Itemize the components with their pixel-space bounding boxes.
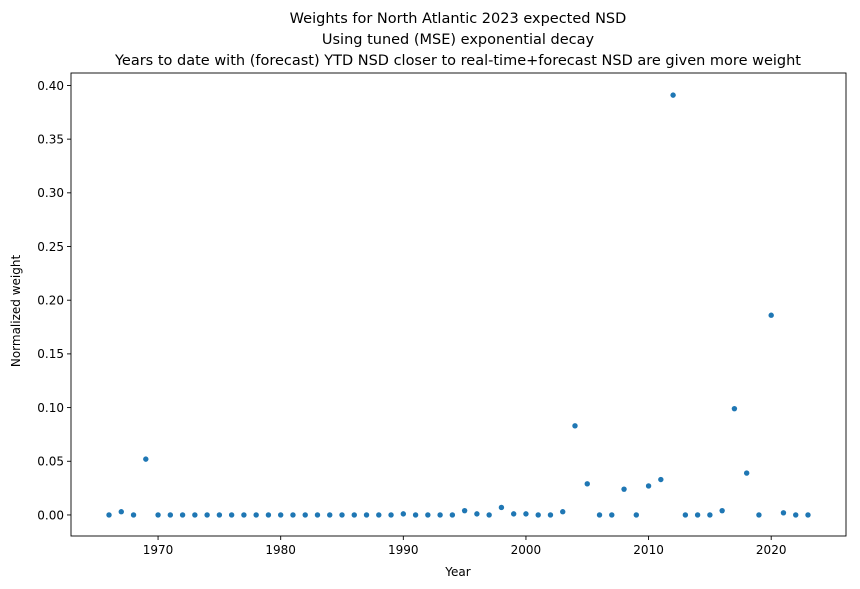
data-point (596, 512, 603, 518)
data-point (719, 507, 725, 514)
data-point (780, 510, 787, 516)
x-tick-label: 1990 (388, 543, 419, 557)
plot-frame (70, 72, 847, 537)
plot-area (70, 72, 847, 537)
y-tick-label: 0.20 (37, 294, 64, 308)
data-point (743, 470, 750, 476)
data-point (388, 512, 394, 518)
data-point (376, 512, 382, 518)
data-point (437, 512, 443, 518)
data-point (143, 456, 149, 462)
data-point (547, 512, 554, 518)
data-point (621, 486, 627, 492)
data-point (400, 511, 407, 517)
chart-subtitle-line-2: Years to date with (forecast) YTD NSD cl… (114, 53, 801, 69)
x-tick-label: 2000 (511, 543, 542, 557)
y-tick-label: 0.15 (37, 347, 64, 361)
y-tick-label: 0.40 (37, 79, 64, 93)
data-point (670, 92, 676, 98)
y-tick-label: 0.25 (37, 240, 64, 254)
data-point (290, 512, 296, 518)
data-point (805, 512, 811, 518)
y-tick-label: 0.10 (37, 401, 64, 415)
chart-title: Weights for North Atlantic 2023 expected… (290, 11, 627, 27)
y-tick-label: 0.30 (37, 186, 64, 200)
data-point (253, 512, 259, 518)
data-point (327, 512, 333, 518)
data-point (363, 512, 370, 518)
data-point (658, 476, 664, 483)
data-point (179, 512, 186, 518)
data-point (167, 512, 174, 518)
x-tick-label: 1980 (265, 543, 296, 557)
y-tick-label: 0.00 (37, 508, 64, 522)
data-point (302, 512, 308, 518)
data-point (204, 512, 210, 518)
data-point (572, 423, 578, 429)
data-point (731, 405, 738, 412)
data-point (498, 504, 505, 511)
data-point (793, 512, 799, 518)
chart-subtitle-line-1: Using tuned (MSE) exponential decay (322, 32, 595, 48)
data-point (768, 312, 774, 318)
data-point (228, 512, 235, 518)
data-point (241, 512, 247, 518)
data-point (510, 511, 517, 517)
data-point (707, 512, 713, 518)
x-axis-ticks: 1970 1980 1990 2000 2010 2020 (143, 536, 787, 557)
y-axis-label: Normalized weight (9, 255, 23, 368)
data-point (535, 512, 541, 518)
data-point (584, 481, 590, 487)
data-point (106, 512, 112, 518)
x-tick-label: 2020 (756, 543, 787, 557)
data-point (609, 512, 615, 518)
data-point (645, 483, 652, 489)
x-tick-label: 1970 (143, 543, 174, 557)
data-point (756, 512, 762, 518)
y-tick-label: 0.05 (37, 455, 64, 469)
data-point (351, 512, 357, 518)
data-point (277, 512, 284, 518)
data-point (339, 512, 345, 518)
data-point (486, 512, 492, 518)
data-point (474, 511, 480, 517)
data-point (560, 509, 566, 515)
data-point (412, 512, 419, 518)
data-point (633, 512, 640, 518)
data-point (314, 512, 321, 518)
data-points (106, 92, 811, 518)
data-point (461, 507, 468, 514)
y-tick-label: 0.35 (37, 132, 64, 146)
data-point (449, 512, 456, 518)
y-axis-ticks: 0.00 0.05 0.10 0.15 0.20 0.25 0.30 0.35 0.40 (37, 79, 71, 522)
data-point (130, 512, 137, 518)
data-point (523, 511, 529, 517)
data-point (425, 512, 431, 518)
data-point (694, 512, 701, 518)
x-axis-label: Year (444, 565, 470, 579)
data-point (155, 512, 161, 518)
data-point (118, 509, 124, 515)
data-point (682, 512, 689, 518)
x-tick-label: 2010 (633, 543, 664, 557)
data-point (192, 512, 198, 518)
data-point (216, 512, 223, 518)
data-point (265, 512, 272, 518)
